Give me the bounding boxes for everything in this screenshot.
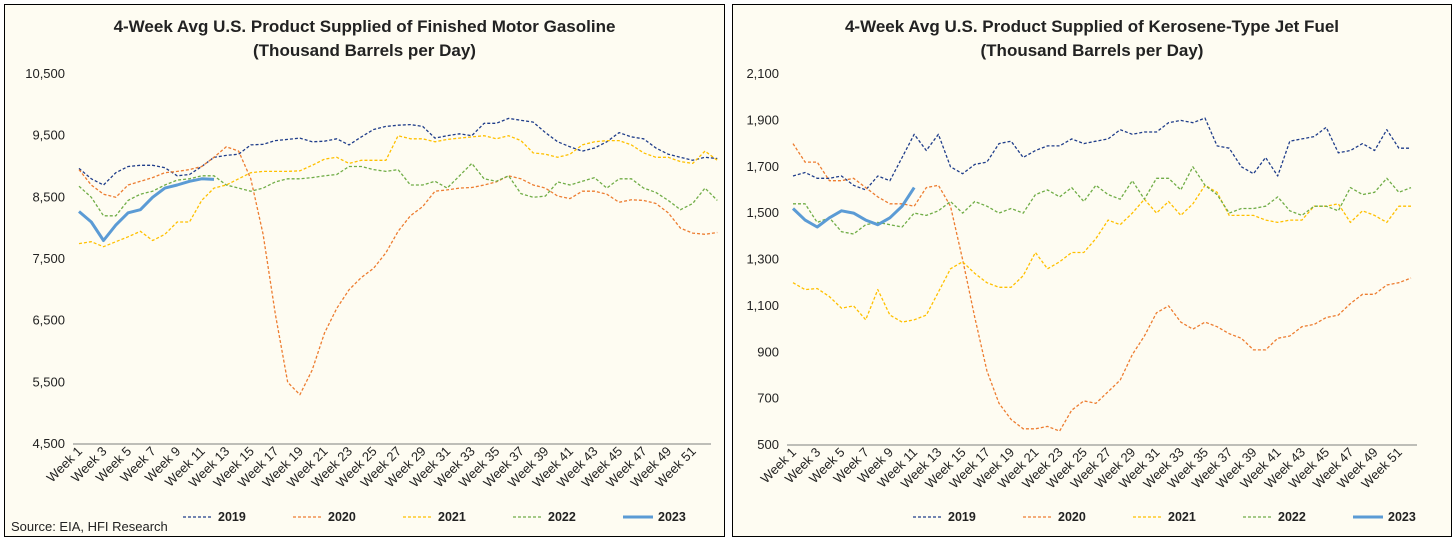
series-line-2022 [793, 166, 1412, 235]
source-note: Source: EIA, HFI Research [11, 519, 168, 534]
series-line-2021 [792, 184, 1411, 323]
legend-label-2019: 2019 [948, 510, 976, 524]
legend-label-2022: 2022 [548, 510, 576, 524]
y-tick-label: 1,700 [746, 159, 779, 174]
y-tick-label: 1,900 [746, 112, 779, 127]
y-tick-label: 8,500 [32, 189, 65, 204]
y-tick-label: 500 [757, 437, 779, 452]
y-tick-label: 700 [757, 391, 779, 406]
y-tick-label: 9,500 [32, 128, 65, 143]
legend-label-2020: 2020 [328, 510, 356, 524]
jet-fuel-chart: 2,1001,9001,7001,5001,3001,100900700500W… [746, 66, 1417, 524]
series-line-2019 [78, 117, 718, 186]
y-tick-label: 4,500 [32, 436, 65, 451]
legend-label-2023: 2023 [658, 510, 686, 524]
series-line-2020 [792, 143, 1412, 432]
legend-label-2023: 2023 [1388, 510, 1416, 524]
series-line-2019 [792, 117, 1411, 191]
series-line-2021 [78, 135, 718, 248]
legend-label-2019: 2019 [218, 510, 246, 524]
y-tick-label: 1,500 [746, 205, 779, 220]
y-tick-label: 10,500 [25, 66, 65, 81]
y-tick-label: 5,500 [32, 374, 65, 389]
y-tick-label: 6,500 [32, 313, 65, 328]
y-tick-label: 1,300 [746, 252, 779, 267]
y-tick-label: 7,500 [32, 251, 65, 266]
legend-label-2021: 2021 [1168, 510, 1196, 524]
gasoline-chart: 10,5009,5008,5007,5006,5005,5004,500Week… [25, 66, 718, 524]
series-line-2020 [78, 146, 718, 396]
y-tick-label: 1,100 [746, 298, 779, 313]
y-tick-label: 900 [757, 344, 779, 359]
series-line-2023 [78, 177, 215, 242]
chart-title: 4-Week Avg U.S. Product Supplied of Kero… [844, 17, 1340, 60]
legend-label-2022: 2022 [1278, 510, 1306, 524]
legend-label-2020: 2020 [1058, 510, 1086, 524]
series-line-2023 [791, 186, 916, 229]
legend-label-2021: 2021 [438, 510, 466, 524]
chart-title: 4-Week Avg U.S. Product Supplied of Fini… [113, 17, 616, 60]
jet-fuel-chart-panel: 4-Week Avg U.S. Product Supplied of Kero… [732, 4, 1452, 537]
gasoline-chart-panel: 4-Week Avg U.S. Product Supplied of Fini… [4, 4, 725, 537]
y-tick-label: 2,100 [746, 66, 779, 81]
series-line-2022 [78, 162, 718, 217]
